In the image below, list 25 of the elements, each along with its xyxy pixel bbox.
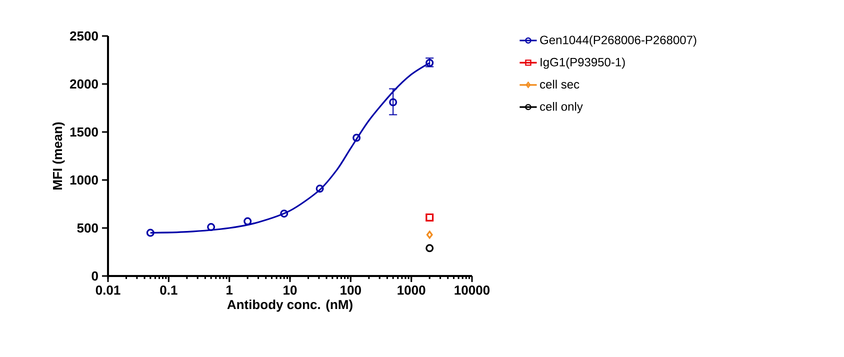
x-tick-label: 0.01 xyxy=(96,286,120,295)
legend-label: cell only xyxy=(540,102,583,114)
y-tick-label: 500 xyxy=(77,223,98,233)
x-tick-label: 100 xyxy=(340,286,361,295)
y-tick-label: 2500 xyxy=(70,31,98,41)
x-tick-label: 1000 xyxy=(398,286,426,295)
y-tick-label: 0 xyxy=(92,271,98,281)
x-tick-label: 10000 xyxy=(454,286,490,295)
point xyxy=(207,223,216,232)
x-tick-label: 10 xyxy=(284,286,297,295)
point xyxy=(244,217,252,226)
legend-label: IgG1(P93950-1) xyxy=(540,58,625,69)
point xyxy=(280,210,288,218)
x-tick-label: 1 xyxy=(226,286,233,294)
y-tick-label: 2000 xyxy=(70,79,98,89)
y-axis-title: MFI (mean) xyxy=(52,122,65,190)
legend-label: Gen1044(P268006-P268007) xyxy=(540,35,696,47)
x-axis-title: Antibody conc. (nM) xyxy=(227,300,352,312)
y-tick-label: 1500 xyxy=(70,127,98,137)
y-tick-label: 1000 xyxy=(70,175,98,185)
x-tick-label: 0.1 xyxy=(160,286,178,295)
point xyxy=(352,134,361,142)
point xyxy=(389,98,398,106)
legend-label: cell sec xyxy=(540,80,580,89)
point xyxy=(316,184,324,193)
